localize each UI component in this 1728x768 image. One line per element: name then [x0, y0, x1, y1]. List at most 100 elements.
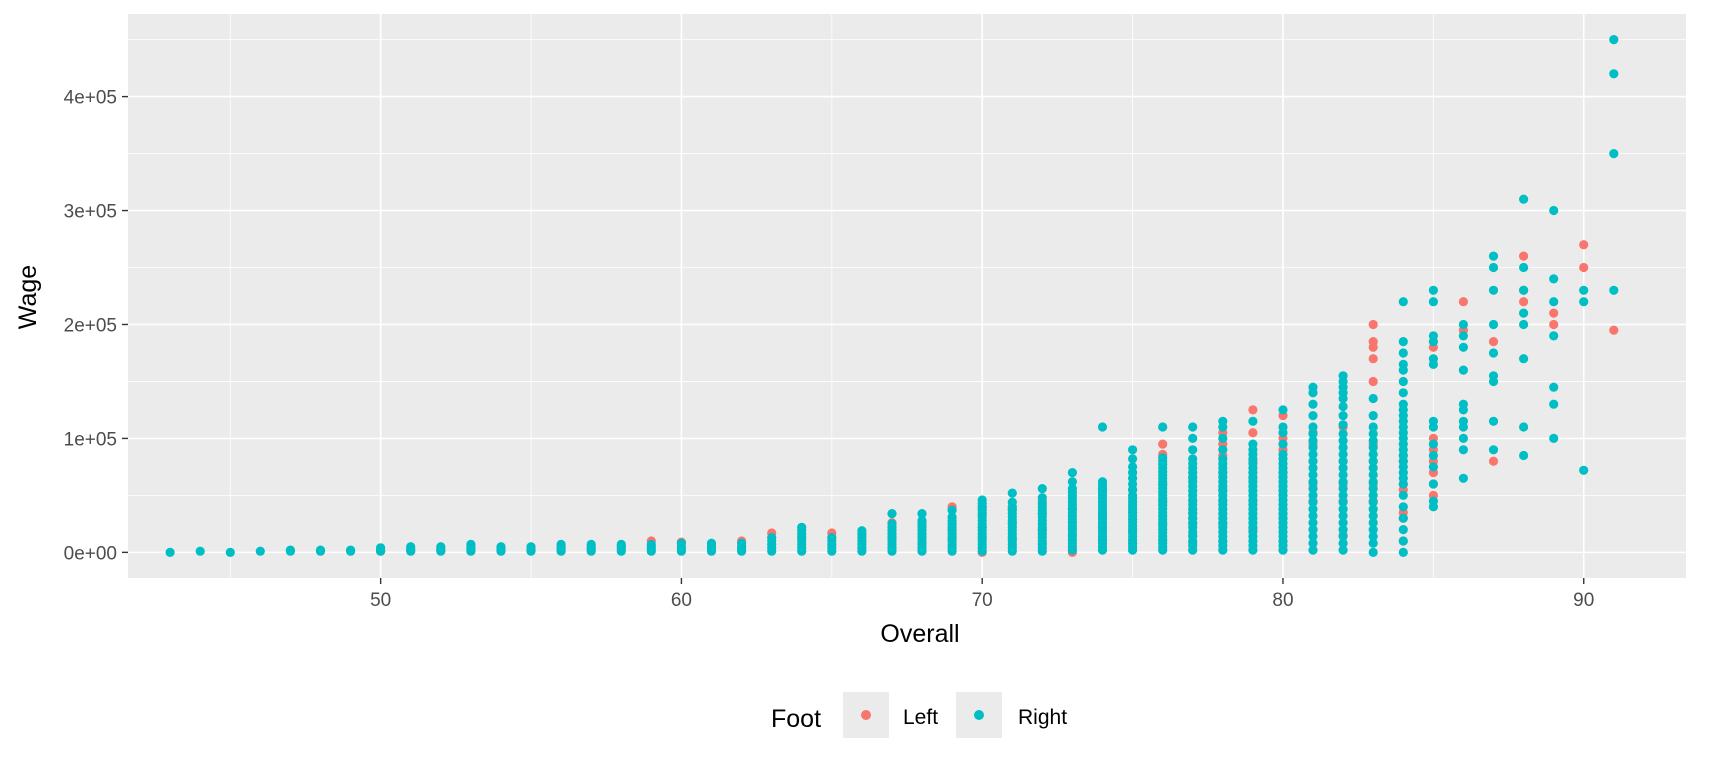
data-point-right [1308, 497, 1318, 507]
data-point-right [887, 508, 897, 519]
legend: Foot Left Right [771, 692, 1067, 738]
data-point-right [1188, 422, 1198, 432]
data-point-right [1338, 477, 1348, 487]
x-tick-label: 80 [1272, 590, 1293, 611]
x-tick-label: 70 [972, 590, 993, 611]
data-point-right [1158, 422, 1168, 432]
data-point-right [1037, 484, 1047, 494]
data-point-right [1338, 429, 1348, 439]
data-point-left [1579, 240, 1589, 250]
data-point-right [1519, 308, 1529, 318]
data-point-right [1368, 547, 1378, 558]
data-point-right [1308, 470, 1318, 480]
data-point-right [1308, 463, 1318, 473]
data-point-right [1338, 442, 1348, 453]
data-point-right [1338, 463, 1348, 473]
data-point-left [1519, 251, 1529, 261]
data-point-left [1549, 308, 1559, 318]
data-point-left [1579, 262, 1589, 273]
data-point-right [1338, 545, 1348, 555]
data-point-right [1488, 416, 1499, 426]
data-point-right [857, 526, 867, 536]
data-point-right [1398, 297, 1408, 307]
data-point-right [315, 545, 326, 555]
data-point-right [1368, 429, 1378, 439]
data-point-left [1248, 428, 1258, 438]
data-point-right [1428, 354, 1438, 364]
data-point-right [1488, 285, 1499, 295]
legend-label-left: Left [903, 706, 938, 729]
legend-swatch-left [861, 710, 871, 720]
data-point-right [1308, 442, 1318, 453]
data-point-right [1488, 319, 1499, 330]
data-point-right [1579, 465, 1589, 475]
x-axis-ticks: 50 60 70 80 90 [370, 578, 1594, 611]
data-point-right [1338, 531, 1348, 542]
data-point-right [1308, 525, 1318, 535]
data-point-right [1368, 525, 1378, 535]
data-point-right [1428, 416, 1438, 426]
data-point-right [1488, 251, 1499, 261]
data-point-right [1549, 433, 1559, 443]
data-point-right [1308, 538, 1318, 548]
data-point-right [1398, 490, 1408, 500]
minor-gridlines [128, 14, 1686, 578]
data-point-right [1218, 416, 1228, 426]
data-point-right [1458, 319, 1468, 330]
data-point-right [1549, 399, 1559, 409]
data-point-right [1338, 518, 1348, 528]
data-point-right [1308, 382, 1318, 392]
y-tick-label: 0e+00 [64, 543, 117, 564]
data-point-right [1458, 445, 1468, 455]
y-tick-label: 4e+05 [64, 88, 117, 109]
data-point-right [1398, 536, 1408, 546]
data-point-right [1398, 388, 1408, 398]
data-point-right [1368, 504, 1378, 514]
data-point-right [1428, 496, 1438, 506]
data-point-left [1368, 376, 1378, 387]
data-point-right [767, 533, 777, 543]
data-point-left [1488, 456, 1499, 466]
data-point-right [1398, 547, 1408, 558]
data-point-right [1368, 490, 1378, 500]
data-point-right [1308, 504, 1318, 514]
data-point-right [1368, 511, 1378, 521]
data-point-right [1609, 69, 1619, 79]
data-point-right [616, 539, 626, 550]
data-point-right [1549, 205, 1559, 216]
data-point-right [1338, 456, 1348, 466]
data-point-right [1097, 477, 1108, 487]
data-point-right [1368, 484, 1378, 494]
data-point-right [1338, 411, 1348, 421]
data-point-right [1308, 429, 1318, 439]
data-point-right [376, 543, 386, 553]
data-point-right [1609, 35, 1619, 45]
y-axis-ticks: 0e+00 1e+05 2e+05 3e+05 4e+05 [64, 88, 128, 564]
data-point-right [827, 533, 837, 543]
series-right-points [165, 35, 1619, 558]
data-point-right [1368, 497, 1378, 507]
data-point-right [1458, 416, 1468, 426]
x-tick-label: 90 [1573, 590, 1594, 611]
data-point-right [556, 539, 566, 550]
data-point-left [1458, 297, 1468, 307]
data-point-right [1308, 531, 1318, 542]
data-point-right [1519, 285, 1529, 295]
data-point-right [1428, 479, 1438, 489]
data-point-right [1458, 473, 1468, 483]
data-point-left [1519, 297, 1529, 307]
data-point-right [1549, 382, 1559, 392]
data-point-right [1398, 337, 1408, 347]
data-point-right [1308, 545, 1318, 555]
data-point-left [1368, 337, 1378, 347]
x-tick-label: 60 [671, 590, 692, 611]
data-point-right [1398, 359, 1408, 369]
data-point-right [496, 542, 506, 552]
data-point-right [1458, 365, 1468, 375]
data-point-right [1398, 502, 1408, 512]
data-point-right [1338, 449, 1348, 459]
data-point-right [1519, 354, 1529, 364]
data-point-right [1308, 456, 1318, 466]
data-point-right [1428, 462, 1438, 472]
data-point-right [1308, 477, 1318, 487]
